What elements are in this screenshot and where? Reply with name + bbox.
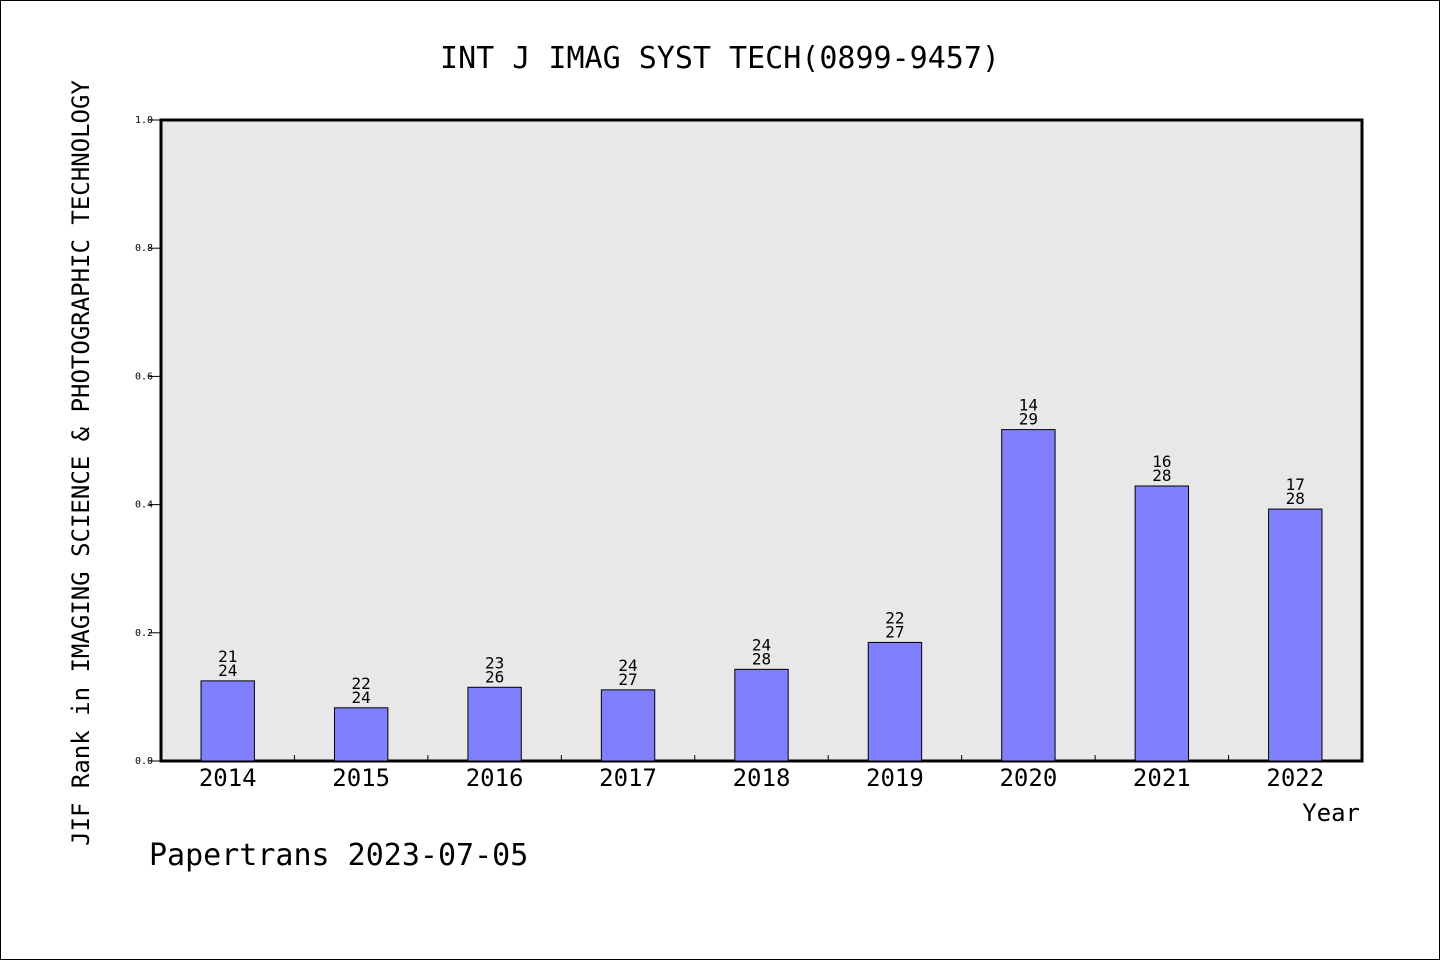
bar [867,641,923,762]
bar [1001,429,1056,762]
y-axis-ticks: 0.0 0.2 0.4 0.6 0.8 1.0 [135,115,161,767]
bar [1268,508,1323,762]
bar-label-total: 28 [1152,466,1171,485]
bar [200,680,255,762]
bar-label-total: 24 [352,688,371,707]
y-tick-label: 0.6 [135,371,153,382]
bars [200,429,1323,762]
bar-label-rank: 16 [1152,452,1171,471]
bar [734,668,789,762]
x-tick-label: 2021 [1133,764,1191,792]
x-tick-label: 2015 [332,764,390,792]
y-tick-label: 1.0 [135,115,153,126]
bar-label-rank: 24 [618,656,637,675]
bar-label-rank: 23 [485,653,504,672]
chart-title: INT J IMAG SYST TECH(0899-9457) [440,41,1000,76]
y-tick-label: 0.2 [135,628,153,639]
x-tick-label: 2019 [866,764,924,792]
y-axis-label: JIF Rank in IMAGING SCIENCE & PHOTOGRAPH… [67,80,95,846]
bar-label-rank: 22 [885,608,904,627]
bar-label-total: 28 [752,649,771,668]
bar [333,707,389,762]
bar-label-total: 26 [485,667,504,686]
bar-label-rank: 22 [352,674,371,693]
bar-label-total: 28 [1286,489,1305,508]
bar-label-total: 24 [218,661,237,680]
x-tick-label: 2018 [733,764,791,792]
y-tick-label: 0.8 [135,243,153,254]
x-tick-label: 2014 [199,764,257,792]
x-tick-label: 2016 [466,764,524,792]
bar-label-total: 27 [618,670,637,689]
x-tick-label: 2020 [999,764,1057,792]
x-tick-label: 2017 [599,764,657,792]
bar [1134,485,1190,762]
x-axis-ticks: 2014 2015 2016 2017 2018 2019 2020 2021 2022 [199,755,1324,792]
bar-label-rank: 24 [752,635,771,654]
bar-label-rank: 17 [1286,475,1305,494]
bar [467,686,522,762]
bar-label-total: 29 [1019,410,1038,429]
bar [600,689,656,762]
y-tick-label: 0.4 [135,500,153,511]
bar-label-total: 27 [885,622,904,641]
bar-label-rank: 21 [218,647,237,666]
bar-label-rank: 14 [1019,396,1038,415]
footer-text: Papertrans 2023-07-05 [149,838,528,873]
x-tick-label: 2022 [1266,764,1324,792]
y-tick-label: 0.0 [135,756,153,767]
x-axis-label: Year [1302,799,1360,827]
